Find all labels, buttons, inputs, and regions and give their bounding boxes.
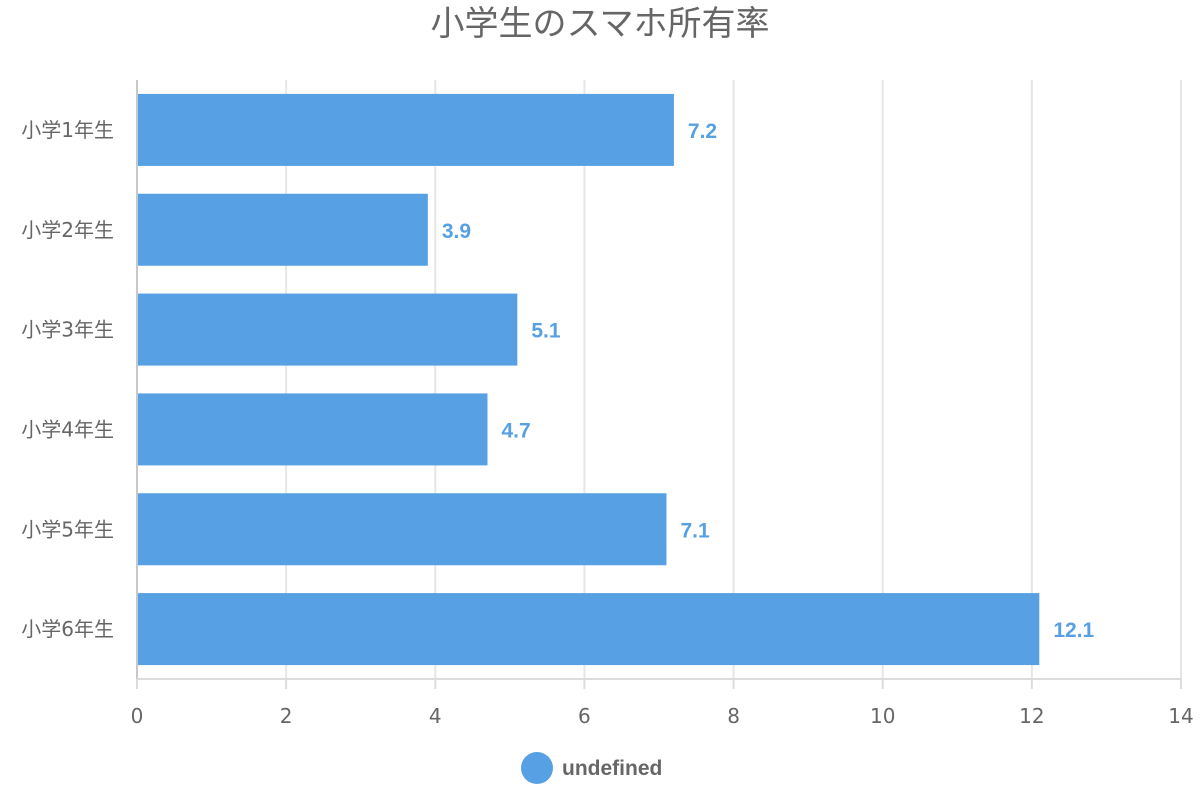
bar (138, 293, 518, 366)
category-label: 小学2年生 (21, 218, 114, 242)
x-tick-label: 6 (578, 704, 591, 728)
legend-marker (521, 752, 553, 784)
x-tick-label: 8 (727, 704, 740, 728)
data-label: 4.7 (501, 419, 530, 442)
legend[interactable]: undefined (521, 752, 662, 784)
bar (138, 593, 1040, 666)
category-label: 小学3年生 (21, 318, 114, 342)
bar (138, 193, 428, 266)
data-label: 5.1 (531, 320, 561, 343)
category-label: 小学1年生 (21, 118, 114, 142)
category-label: 小学5年生 (21, 517, 114, 541)
gridlines (285, 80, 1182, 679)
data-label: 7.1 (680, 519, 710, 542)
x-tick-label: 14 (1168, 704, 1193, 728)
x-tick-label: 2 (280, 704, 293, 728)
category-label: 小学4年生 (21, 417, 114, 441)
x-tick-label: 0 (131, 704, 144, 728)
data-label: 12.1 (1053, 619, 1094, 642)
bar (138, 493, 667, 566)
bars (138, 93, 1040, 666)
x-tick-label: 12 (1019, 704, 1044, 728)
x-tick-labels: 0 2 4 6 8 10 12 14 (131, 704, 1194, 728)
bar (138, 393, 488, 466)
x-tick-label: 4 (429, 704, 442, 728)
data-label: 3.9 (442, 220, 471, 243)
data-label: 7.2 (688, 120, 717, 143)
x-tick-label: 10 (870, 704, 895, 728)
axes (136, 80, 1182, 689)
legend-label: undefined (562, 757, 662, 780)
bar (138, 93, 674, 166)
data-labels: 7.2 3.9 5.1 4.7 7.1 12.1 (442, 120, 1095, 642)
chart-title: 小学生のスマホ所有率 (430, 4, 770, 44)
category-label: 小学6年生 (21, 617, 114, 641)
